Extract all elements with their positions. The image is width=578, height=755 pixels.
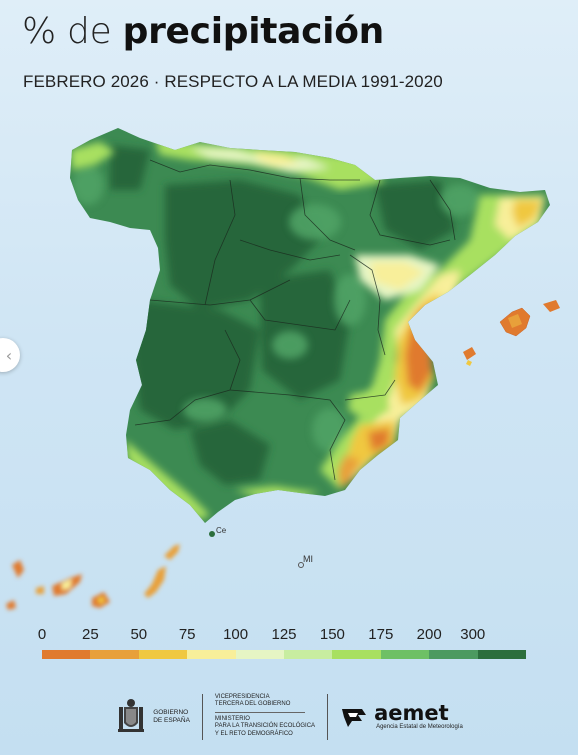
melilla-label: MI <box>303 554 313 564</box>
legend-color-swatch <box>477 650 527 659</box>
legend-tick: 200 <box>416 626 442 643</box>
legend-tick: 300 <box>460 626 486 643</box>
legend: 0 25 50 75 100 125 150 175 200 300 <box>38 626 527 659</box>
ceuta-label: Ce <box>216 526 227 535</box>
legend-color-swatch <box>235 650 285 659</box>
legend-color-bar <box>42 650 527 659</box>
page-title: % de precipitación <box>22 12 384 52</box>
chevron-left-icon: ‹ <box>5 345 13 365</box>
gobierno-logo: GOBIERNO DE ESPAÑA <box>115 693 203 740</box>
subtitle: FEBRERO 2026 · RESPECTO A LA MEDIA 1991-… <box>23 72 443 91</box>
gobierno-text: GOBIERNO DE ESPAÑA <box>153 709 190 725</box>
vice-line: VICEPRESIDENCIA <box>214 693 270 700</box>
legend-tick: 125 <box>271 626 297 643</box>
legend-tick: 100 <box>223 626 249 643</box>
legend-color-swatch <box>187 650 236 659</box>
ceuta-melilla <box>209 531 304 568</box>
ministry-line: Y EL RETO DEMOGRÁFICO <box>214 730 293 737</box>
legend-color-swatch <box>429 650 478 659</box>
aemet-logo: aemet Agencia Estatal de Meteorología <box>328 694 463 740</box>
peninsula <box>70 128 550 523</box>
ministry-line: PARA LA TRANSICIÓN ECOLÓGICA <box>214 723 316 729</box>
ministry-line: MINISTERIO <box>214 715 250 722</box>
gob-line: GOBIERNO <box>153 708 189 716</box>
legend-tick: 0 <box>37 626 47 643</box>
legend-color-swatch <box>380 650 430 659</box>
footer: GOBIERNO DE ESPAÑA VICEPRESIDENCIA TERCE… <box>0 678 578 755</box>
canary-islands <box>6 544 180 610</box>
ministry-block: VICEPRESIDENCIA TERCERA DEL GOBIERNO MIN… <box>203 693 329 740</box>
legend-color-swatch <box>332 650 381 659</box>
previous-arrow-button[interactable]: ‹ <box>0 338 20 372</box>
vice-line: TERCERA DEL GOBIERNO <box>214 701 291 707</box>
aemet-logo-icon <box>342 708 367 727</box>
legend-tick: 50 <box>130 626 148 643</box>
legend-tick: 150 <box>319 626 345 643</box>
legend-color-swatch <box>138 650 188 659</box>
legend-tick: 175 <box>368 626 394 643</box>
gob-line: DE ESPAÑA <box>153 716 190 724</box>
legend-tick: 25 <box>82 626 99 643</box>
aemet-subtitle: Agencia Estatal de Meteorología <box>376 724 463 730</box>
legend-labels: 0 25 50 75 100 125 150 175 200 300 <box>38 626 526 646</box>
balearic-islands <box>463 300 560 366</box>
legend-color-swatch <box>284 650 333 659</box>
precipitation-map <box>6 128 560 610</box>
coat-of-arms-icon <box>118 698 145 732</box>
title-bold: precipitación <box>122 11 385 52</box>
divider <box>214 711 305 713</box>
legend-tick: 75 <box>178 626 196 643</box>
legend-color-swatch <box>90 650 139 659</box>
legend-color-swatch <box>42 650 91 659</box>
title-light: % de <box>22 11 123 52</box>
aemet-wordmark: aemet <box>374 701 449 725</box>
